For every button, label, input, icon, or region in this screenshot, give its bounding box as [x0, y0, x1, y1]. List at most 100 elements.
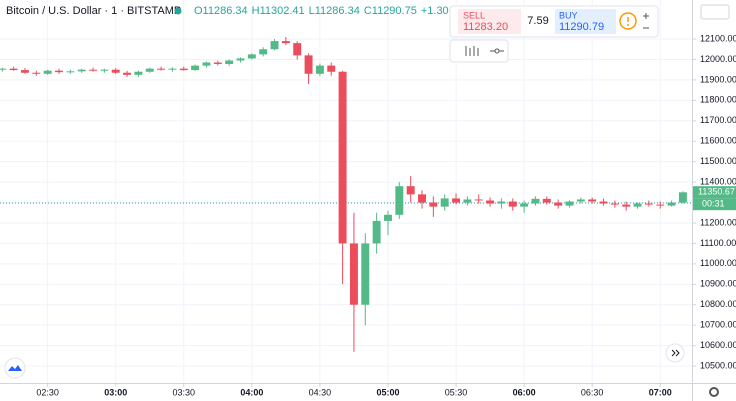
candle-body: [20, 70, 29, 73]
candle-body: [395, 186, 404, 215]
ohlc-value: L11286.34: [309, 5, 360, 17]
candle-body: [361, 243, 370, 305]
candle-body: [656, 204, 665, 206]
candle-body: [588, 199, 597, 202]
y-tick-label: 11600.00: [700, 136, 736, 146]
candle-body: [66, 71, 75, 73]
y-tick-label: 10500.00: [700, 360, 736, 370]
logo-icon: [8, 365, 22, 371]
candle-body: [565, 201, 574, 206]
candle-body: [497, 201, 506, 204]
x-tick-label: 04:00: [240, 387, 263, 397]
logo[interactable]: [4, 357, 26, 379]
y-tick-label: 12100.00: [700, 33, 736, 43]
candle-body: [554, 202, 563, 206]
candle-body: [225, 60, 234, 64]
candle-body: [633, 203, 642, 207]
x-tick-label: 06:00: [513, 387, 536, 397]
candle-body: [202, 62, 211, 66]
candle-body: [9, 68, 18, 71]
candle-body: [678, 192, 687, 203]
candle-body: [338, 71, 347, 244]
sell-price: 11283.20: [463, 21, 508, 33]
candle-body: [111, 69, 120, 73]
candle-body: [100, 69, 109, 71]
buy-price: 11290.79: [559, 21, 604, 33]
currency-box[interactable]: [700, 4, 730, 20]
x-tick-label: 05:00: [376, 387, 399, 397]
candle-body: [191, 65, 200, 71]
candle-body: [406, 186, 415, 195]
candle-body: [452, 198, 461, 203]
y-tick-label: 11500.00: [700, 156, 736, 166]
candle-body: [508, 201, 517, 207]
x-tick-label: 05:30: [445, 387, 468, 397]
settings-icon[interactable]: [709, 387, 719, 397]
y-tick-label: 11900.00: [700, 74, 736, 84]
chart-title: Bitcoin / U.S. Dollar · 1 · BITSTAMP: [6, 5, 181, 17]
x-tick-label: 07:00: [649, 387, 672, 397]
info-icon[interactable]: [619, 12, 637, 30]
candle-body: [486, 200, 495, 204]
candle-body: [134, 71, 143, 75]
spread: 7.59: [527, 15, 548, 27]
toolbar: [449, 39, 509, 63]
countdown-box: [693, 198, 736, 211]
zoom-buttons[interactable]: [643, 13, 649, 29]
axes: 10500.00 10600.00 10700.00 10800.00 10900.00…: [36, 33, 736, 397]
x-tick-label: 04:30: [309, 387, 332, 397]
candle-body: [89, 69, 97, 71]
candles: [0, 36, 692, 352]
candle-body: [43, 70, 52, 74]
candle-body: [281, 41, 290, 44]
ohlc-value: H11302.41: [252, 5, 305, 17]
candle-body: [474, 199, 483, 201]
y-tick-label: 11100.00: [700, 238, 736, 248]
scroll-icon: [671, 349, 680, 357]
y-tick-label: 10900.00: [700, 279, 736, 289]
sell-button[interactable]: [458, 9, 521, 34]
candle-body: [55, 70, 63, 73]
price-label: 11350.67: [698, 187, 735, 197]
candle-body: [270, 41, 279, 50]
y-tick-label: 11700.00: [700, 115, 736, 125]
candle-body: [349, 243, 358, 305]
candle-body: [236, 58, 245, 61]
candle-body: [123, 72, 132, 75]
candle-body: [542, 198, 551, 203]
candle-body: [520, 203, 529, 207]
candle-body: [610, 203, 619, 205]
candle-body: [372, 220, 381, 244]
candle-body: [247, 54, 256, 59]
toolbar-icon[interactable]: [465, 46, 479, 56]
candle-body: [599, 201, 608, 204]
y-tick-label: 10600.00: [700, 340, 736, 350]
candle-body: [429, 202, 438, 207]
candle-body: [576, 199, 585, 202]
sell-label: SELL: [463, 10, 485, 20]
x-tick-label: 02:30: [36, 387, 59, 397]
candle-body: [32, 72, 41, 74]
candle-body: [293, 43, 302, 56]
candle-body: [315, 65, 324, 74]
candle-body: [418, 194, 426, 203]
x-tick-label: 03:30: [173, 387, 196, 397]
candle-body: [157, 68, 166, 70]
candle-body: [622, 204, 631, 207]
buy-button[interactable]: [555, 9, 616, 34]
ohlc-value: C11290.75: [364, 5, 417, 17]
candle-body: [145, 68, 154, 72]
x-tick-label: 06:30: [581, 387, 604, 397]
price-label-box: [693, 186, 736, 199]
y-tick-label: 11800.00: [700, 95, 736, 105]
buy-label: BUY: [559, 10, 578, 20]
candle-body: [667, 202, 676, 206]
candle-body: [440, 198, 449, 207]
status-dot: [174, 7, 182, 15]
y-tick-label: 10700.00: [700, 320, 736, 330]
countdown: 00:31: [702, 199, 725, 209]
candle-body: [168, 68, 177, 70]
